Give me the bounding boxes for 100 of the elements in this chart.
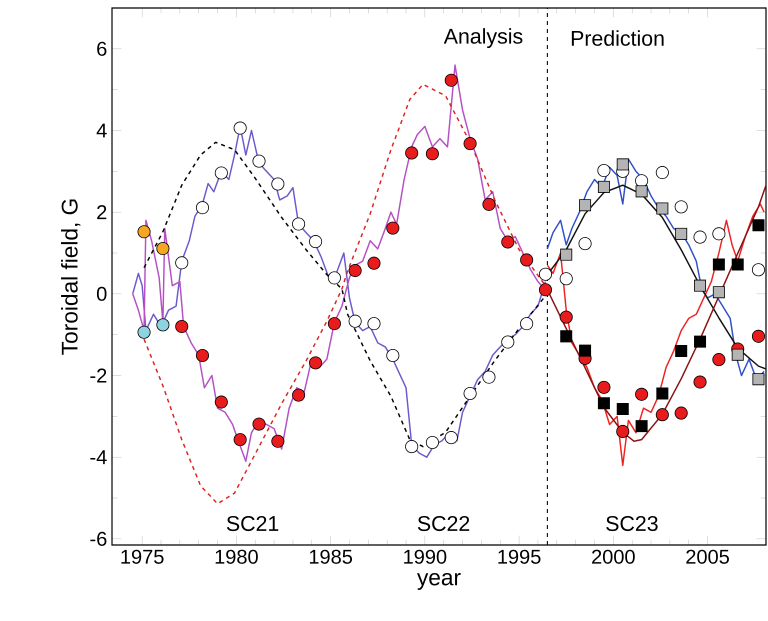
point	[732, 258, 744, 270]
point	[694, 376, 707, 389]
point	[348, 264, 362, 278]
point	[597, 164, 610, 178]
point	[712, 227, 726, 240]
point	[367, 317, 381, 330]
point	[674, 200, 688, 214]
x-tick-label: 1975	[121, 550, 164, 564]
point	[501, 235, 514, 249]
point	[520, 317, 534, 330]
point	[292, 217, 306, 231]
point	[196, 348, 210, 362]
x-tick-label: 1985	[310, 550, 352, 564]
point	[732, 348, 744, 361]
point	[675, 345, 688, 358]
point	[214, 166, 228, 180]
y-tick-label: -4	[90, 450, 107, 464]
x-tick-label: 1990	[404, 550, 446, 564]
point	[271, 177, 284, 191]
point	[520, 253, 534, 266]
y-tick-label: -2	[90, 368, 106, 382]
point	[482, 370, 496, 384]
point	[426, 147, 439, 160]
y-tick-label: 0	[96, 286, 107, 301]
point	[579, 199, 592, 212]
point	[367, 256, 381, 270]
point	[560, 330, 572, 342]
point	[560, 248, 572, 261]
point	[656, 202, 668, 214]
point	[579, 344, 592, 357]
point	[214, 396, 228, 409]
point	[560, 272, 573, 286]
point	[675, 228, 688, 240]
annotation: Prediction	[572, 30, 664, 46]
point	[292, 388, 306, 402]
annotation: SC22	[418, 516, 470, 532]
point	[328, 271, 341, 284]
point	[234, 433, 247, 446]
point	[348, 314, 362, 328]
point	[252, 418, 266, 431]
point	[138, 326, 151, 339]
point	[752, 219, 764, 232]
point	[309, 356, 322, 370]
point	[426, 436, 439, 450]
point	[712, 286, 725, 298]
point	[501, 335, 514, 349]
point	[656, 166, 669, 180]
point	[636, 420, 648, 432]
point	[635, 388, 648, 401]
point	[616, 403, 629, 415]
point	[578, 237, 592, 250]
point	[156, 318, 170, 332]
annotation: SC21	[226, 516, 278, 532]
y-tick-label: 4	[96, 124, 107, 138]
point	[196, 201, 210, 214]
point	[309, 235, 322, 248]
point	[464, 137, 477, 150]
point	[694, 336, 706, 348]
point	[656, 387, 668, 400]
point	[598, 397, 610, 410]
point	[712, 353, 726, 366]
point	[712, 258, 725, 270]
x-tick-label: 1995	[498, 550, 541, 564]
point	[405, 146, 418, 160]
point	[444, 431, 458, 444]
y-axis-title: Toroidal field, G	[61, 199, 80, 355]
point	[598, 180, 610, 193]
annotation: SC23	[606, 516, 658, 532]
point	[694, 280, 706, 292]
x-tick-label: 2000	[592, 550, 635, 564]
point	[444, 74, 458, 87]
point	[694, 230, 707, 244]
point	[464, 386, 477, 400]
point	[138, 225, 151, 238]
x-tick-label: 1980	[216, 550, 258, 564]
point	[405, 440, 418, 454]
point	[234, 122, 247, 135]
x-tick-label: 2005	[686, 550, 729, 564]
point	[156, 242, 170, 256]
point	[597, 380, 610, 394]
y-tick-label: 2	[97, 205, 106, 220]
point	[560, 310, 573, 324]
point	[482, 198, 496, 211]
point	[328, 317, 341, 330]
point	[271, 434, 284, 448]
point	[538, 268, 552, 281]
point	[674, 406, 688, 420]
point	[616, 424, 630, 438]
point	[636, 185, 648, 198]
point	[175, 320, 188, 334]
point	[386, 222, 400, 235]
line-series	[546, 203, 765, 466]
point	[752, 373, 764, 386]
point	[616, 158, 629, 170]
y-tick-label: 6	[97, 42, 106, 56]
point	[386, 348, 400, 362]
point	[656, 408, 669, 422]
point	[635, 174, 648, 188]
point	[252, 154, 266, 168]
point	[538, 283, 552, 296]
